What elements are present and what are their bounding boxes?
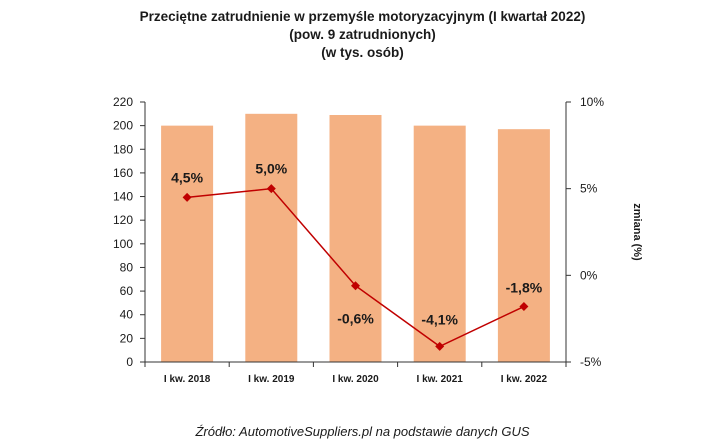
left-tick-label-11: 220 xyxy=(113,95,133,109)
line-point-3 xyxy=(435,341,445,351)
right-tick-label-3: 10% xyxy=(580,95,604,109)
line-data-label-0: 4,5% xyxy=(171,169,203,185)
right-axis-label: zmiana (%) xyxy=(631,203,643,261)
left-tick-label-1: 20 xyxy=(120,331,134,345)
chart-title: Przeciętne zatrudnienie w przemyśle moto… xyxy=(0,8,725,62)
line-point-4 xyxy=(519,302,529,312)
line-point-2 xyxy=(351,281,360,291)
left-tick-label-10: 200 xyxy=(113,119,133,133)
left-tick-label-6: 120 xyxy=(113,213,133,227)
bar-0 xyxy=(161,125,214,363)
left-tick-label-8: 160 xyxy=(113,166,133,180)
left-tick-label-4: 80 xyxy=(120,260,134,274)
left-tick-label-5: 100 xyxy=(113,237,133,251)
source-note: Źródło: AutomotiveSuppliers.pl na podsta… xyxy=(195,424,530,439)
right-tick-label-0: -5% xyxy=(580,355,602,369)
x-tick-label-0: I kw. 2018 xyxy=(164,374,211,385)
line-data-label-3: -4,1% xyxy=(421,311,458,327)
line-data-label-1: 5,0% xyxy=(255,161,287,177)
line-data-label-4: -1,8% xyxy=(506,280,543,296)
bar-4 xyxy=(497,129,550,362)
bar-1 xyxy=(245,113,298,363)
left-tick-label-3: 60 xyxy=(120,284,134,298)
bar-3 xyxy=(413,125,466,363)
x-tick-label-4: I kw. 2022 xyxy=(501,374,548,385)
x-tick-label-1: I kw. 2019 xyxy=(248,374,295,385)
left-tick-label-7: 140 xyxy=(113,190,133,204)
x-tick-label-2: I kw. 2020 xyxy=(332,374,379,385)
right-tick-label-2: 5% xyxy=(580,182,598,196)
line-point-1 xyxy=(266,184,276,194)
chart-title-line-3: (w tys. osób) xyxy=(321,45,404,60)
x-tick-label-3: I kw. 2021 xyxy=(417,374,464,385)
chart-title-line-1: Przeciętne zatrudnienie w przemyśle moto… xyxy=(139,9,586,24)
line-data-label-2: -0,6% xyxy=(337,311,374,327)
left-tick-label-2: 40 xyxy=(120,308,134,322)
line-point-0 xyxy=(182,192,192,202)
right-tick-label-1: 0% xyxy=(580,268,598,282)
bar-2 xyxy=(329,115,382,362)
left-tick-label-0: 0 xyxy=(126,355,133,369)
left-tick-label-9: 180 xyxy=(113,142,133,156)
chart-title-line-2: (pow. 9 zatrudnionych) xyxy=(289,27,436,42)
